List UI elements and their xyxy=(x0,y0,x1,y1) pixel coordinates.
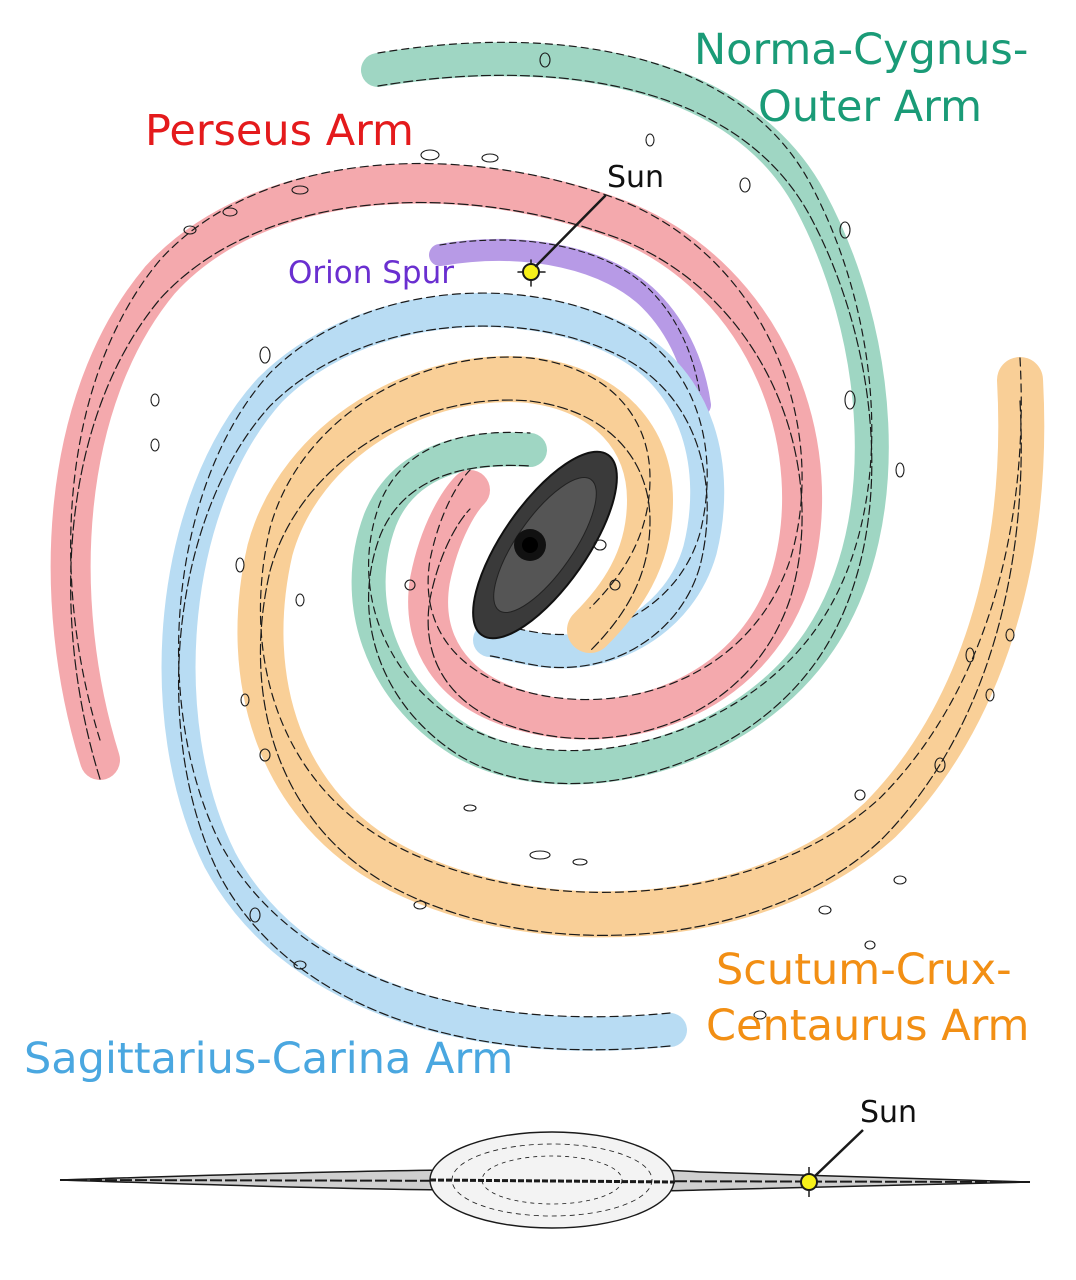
norma-cygnus-outer-arm-label-line2: Outer Arm xyxy=(758,82,982,132)
sun-leader-line xyxy=(534,194,607,268)
orion-spur xyxy=(429,239,711,416)
sun-label-side: Sun xyxy=(860,1095,917,1130)
orion-spur-label: Orion Spur xyxy=(288,255,454,291)
sun-label-top: Sun xyxy=(607,160,664,195)
norma-cygnus-outer-arm-label-line1: Norma-Cygnus- xyxy=(694,25,1028,75)
dust-clumps xyxy=(150,52,1015,1020)
scutum-crux-centaurus-arm-label-line1: Scutum-Crux- xyxy=(716,945,1012,995)
norma-cygnus-outer-arm xyxy=(351,41,889,785)
sagittarius-carina-arm-label: Sagittarius-Carina Arm xyxy=(24,1034,513,1084)
galactic-bulge-icon xyxy=(472,450,618,640)
perseus-arm xyxy=(50,162,822,780)
sun-icon xyxy=(800,1167,818,1197)
sun-leader-line-side xyxy=(814,1129,864,1177)
perseus-arm-label: Perseus Arm xyxy=(145,106,414,156)
galaxy-side-view xyxy=(59,1129,1031,1229)
sagittarius-carina-arm xyxy=(161,292,725,1051)
galaxy-top-view xyxy=(50,41,1045,1051)
scutum-crux-centaurus-arm-label-line2: Centaurus Arm xyxy=(706,1001,1029,1051)
sun-icon xyxy=(517,259,546,287)
scutum-crux-centaurus-arm xyxy=(237,356,1045,938)
